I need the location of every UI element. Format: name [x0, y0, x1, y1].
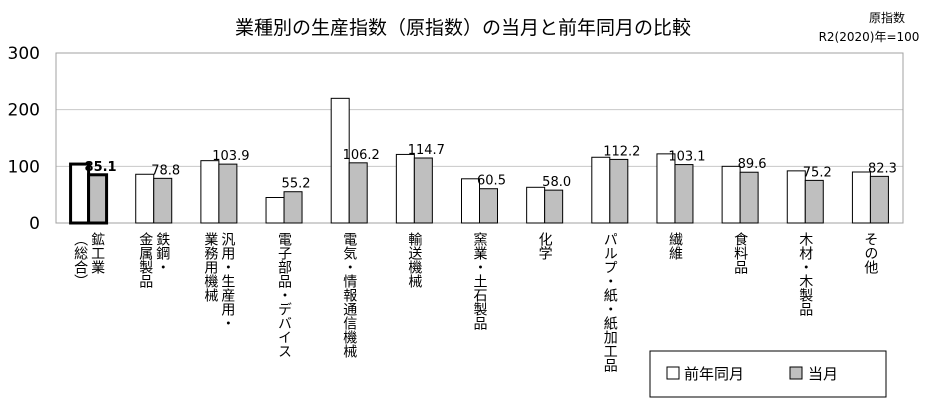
- data-label: 78.8: [151, 163, 180, 178]
- bar-previous-year: [721, 165, 741, 224]
- bar-current-month: [674, 164, 694, 224]
- y-tick-label: 0: [29, 214, 40, 234]
- data-label: 103.9: [212, 149, 249, 164]
- bar-previous-year: [526, 186, 546, 224]
- legend-box: [649, 350, 887, 398]
- bar-previous-year: [395, 153, 415, 224]
- data-label: 85.1: [85, 160, 117, 175]
- data-label: 106.2: [343, 148, 380, 163]
- y-axis-ticks: 0 100 200 300: [8, 44, 40, 234]
- bar-current-month: [348, 162, 368, 224]
- bar-previous-year: [591, 156, 611, 224]
- data-labels: 85.1 78.8 103.9 55.2 106.2 114.7 60.5 58.0 112.2…: [85, 143, 897, 192]
- y-tick-label: 300: [8, 44, 40, 64]
- legend-swatch-current-month: [789, 366, 803, 380]
- bar-current-month: [153, 177, 173, 224]
- bar-previous-year: [851, 171, 871, 224]
- data-label: 82.3: [868, 161, 897, 176]
- category-label: 業務用機械: [202, 232, 218, 302]
- chart-note-line-1: 原指数: [869, 10, 905, 25]
- legend: 前年同月 当月: [649, 350, 887, 398]
- data-label: 55.2: [282, 177, 311, 192]
- bar-current-month: [544, 189, 564, 224]
- bar-current-month: [413, 157, 433, 224]
- bar-current-month: [218, 163, 238, 224]
- data-label: 75.2: [803, 165, 832, 180]
- y-tick-label: 200: [8, 101, 40, 121]
- category-label: 食料品: [732, 231, 748, 274]
- category-label: 金属製品: [137, 232, 153, 288]
- bar-previous-year: [200, 160, 220, 224]
- y-tick-label: 100: [8, 157, 40, 177]
- bar-current-month: [609, 158, 629, 224]
- data-label: 114.7: [408, 143, 445, 158]
- data-label: 60.5: [477, 174, 506, 189]
- bar-previous-year: [135, 173, 155, 224]
- category-label: パルプ・紙・紙加工品: [602, 232, 618, 372]
- data-label: 58.0: [542, 175, 571, 190]
- bar-current-month: [869, 175, 889, 224]
- category-label: 電子部品・デバイス: [276, 232, 292, 358]
- bar-previous-year: [265, 197, 285, 224]
- legend-label-current-month: 当月: [808, 365, 838, 383]
- data-label: 103.1: [668, 150, 705, 165]
- data-label: 112.2: [603, 144, 640, 159]
- bar-current-month: [739, 171, 759, 224]
- legend-label-previous-year: 前年同月: [684, 365, 744, 383]
- chart-title: 業種別の生産指数（原指数）の当月と前年同月の比較: [235, 17, 691, 39]
- category-label: 鉱工業: [89, 231, 105, 274]
- category-label: 繊維: [667, 232, 683, 260]
- legend-swatch-previous-year: [666, 366, 680, 380]
- category-label: 電気・情報通信機械: [341, 232, 357, 358]
- category-label: その他: [862, 232, 878, 275]
- bar-current-month: [283, 191, 303, 224]
- bar-current-month: [87, 173, 109, 225]
- category-label: 輸送機械: [406, 232, 422, 288]
- chart-note-line-2: R2(2020)年=100: [819, 30, 920, 44]
- category-label: 汎用・生産用・: [219, 232, 235, 330]
- data-label: 89.6: [738, 157, 767, 172]
- bar-current-month: [804, 179, 824, 224]
- bar-previous-year: [330, 97, 350, 224]
- category-label: 木材・木製品: [797, 232, 813, 316]
- category-label: 窯業・土石製品: [472, 231, 488, 330]
- category-label: 鉄鋼・: [154, 232, 170, 274]
- bars: [69, 97, 889, 225]
- category-label: 化学: [537, 232, 553, 260]
- category-label: （総合）: [72, 232, 88, 288]
- category-labels: 鉱工業（総合） 鉄鋼・金属製品 汎用・生産用・業務用機械 電子部品・デバイス 電気・情報…: [72, 231, 878, 372]
- bar-current-month: [479, 188, 498, 224]
